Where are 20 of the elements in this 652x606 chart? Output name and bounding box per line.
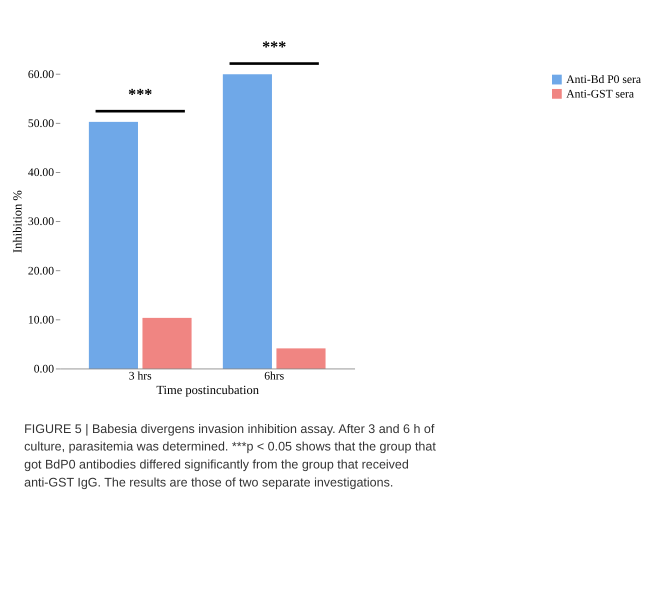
- y-tick-label: 20.00: [28, 264, 54, 278]
- annotation: ***: [128, 86, 152, 104]
- x-tick-label: 3 hrs: [128, 370, 152, 383]
- x-axis-title: Time postincubation: [156, 382, 260, 397]
- y-tick-label: 50.00: [28, 116, 54, 130]
- y-axis-title: Inhibition %: [10, 190, 25, 253]
- bar: [276, 348, 326, 368]
- y-tick-label: 0.00: [34, 362, 54, 376]
- text: ***: [262, 38, 286, 56]
- y-tick-label: 30.00: [28, 215, 54, 228]
- bar: [142, 318, 192, 368]
- y-tick-label: 40.00: [28, 166, 54, 180]
- y-tick-label: 60.00: [28, 68, 54, 81]
- bar: [222, 74, 272, 368]
- y-tick-label: 10.00: [28, 313, 54, 326]
- x-tick-label: 6hrs: [264, 370, 285, 383]
- bar: [88, 122, 138, 368]
- legend-label: Anti-Bd P0 sera: [566, 73, 642, 86]
- legend-label: Anti-GST sera: [566, 87, 634, 100]
- caption: FIGURE 5 | Babesia divergens invasion inhibition assay. After 3 and 6 h of culture, parasitemia was determined. ***p < 0.05 shows that the group that got BdP0 antibodies differed significantly from the group that received anti-GST IgG. The results are those of two separate investigations.: [24, 422, 436, 490]
